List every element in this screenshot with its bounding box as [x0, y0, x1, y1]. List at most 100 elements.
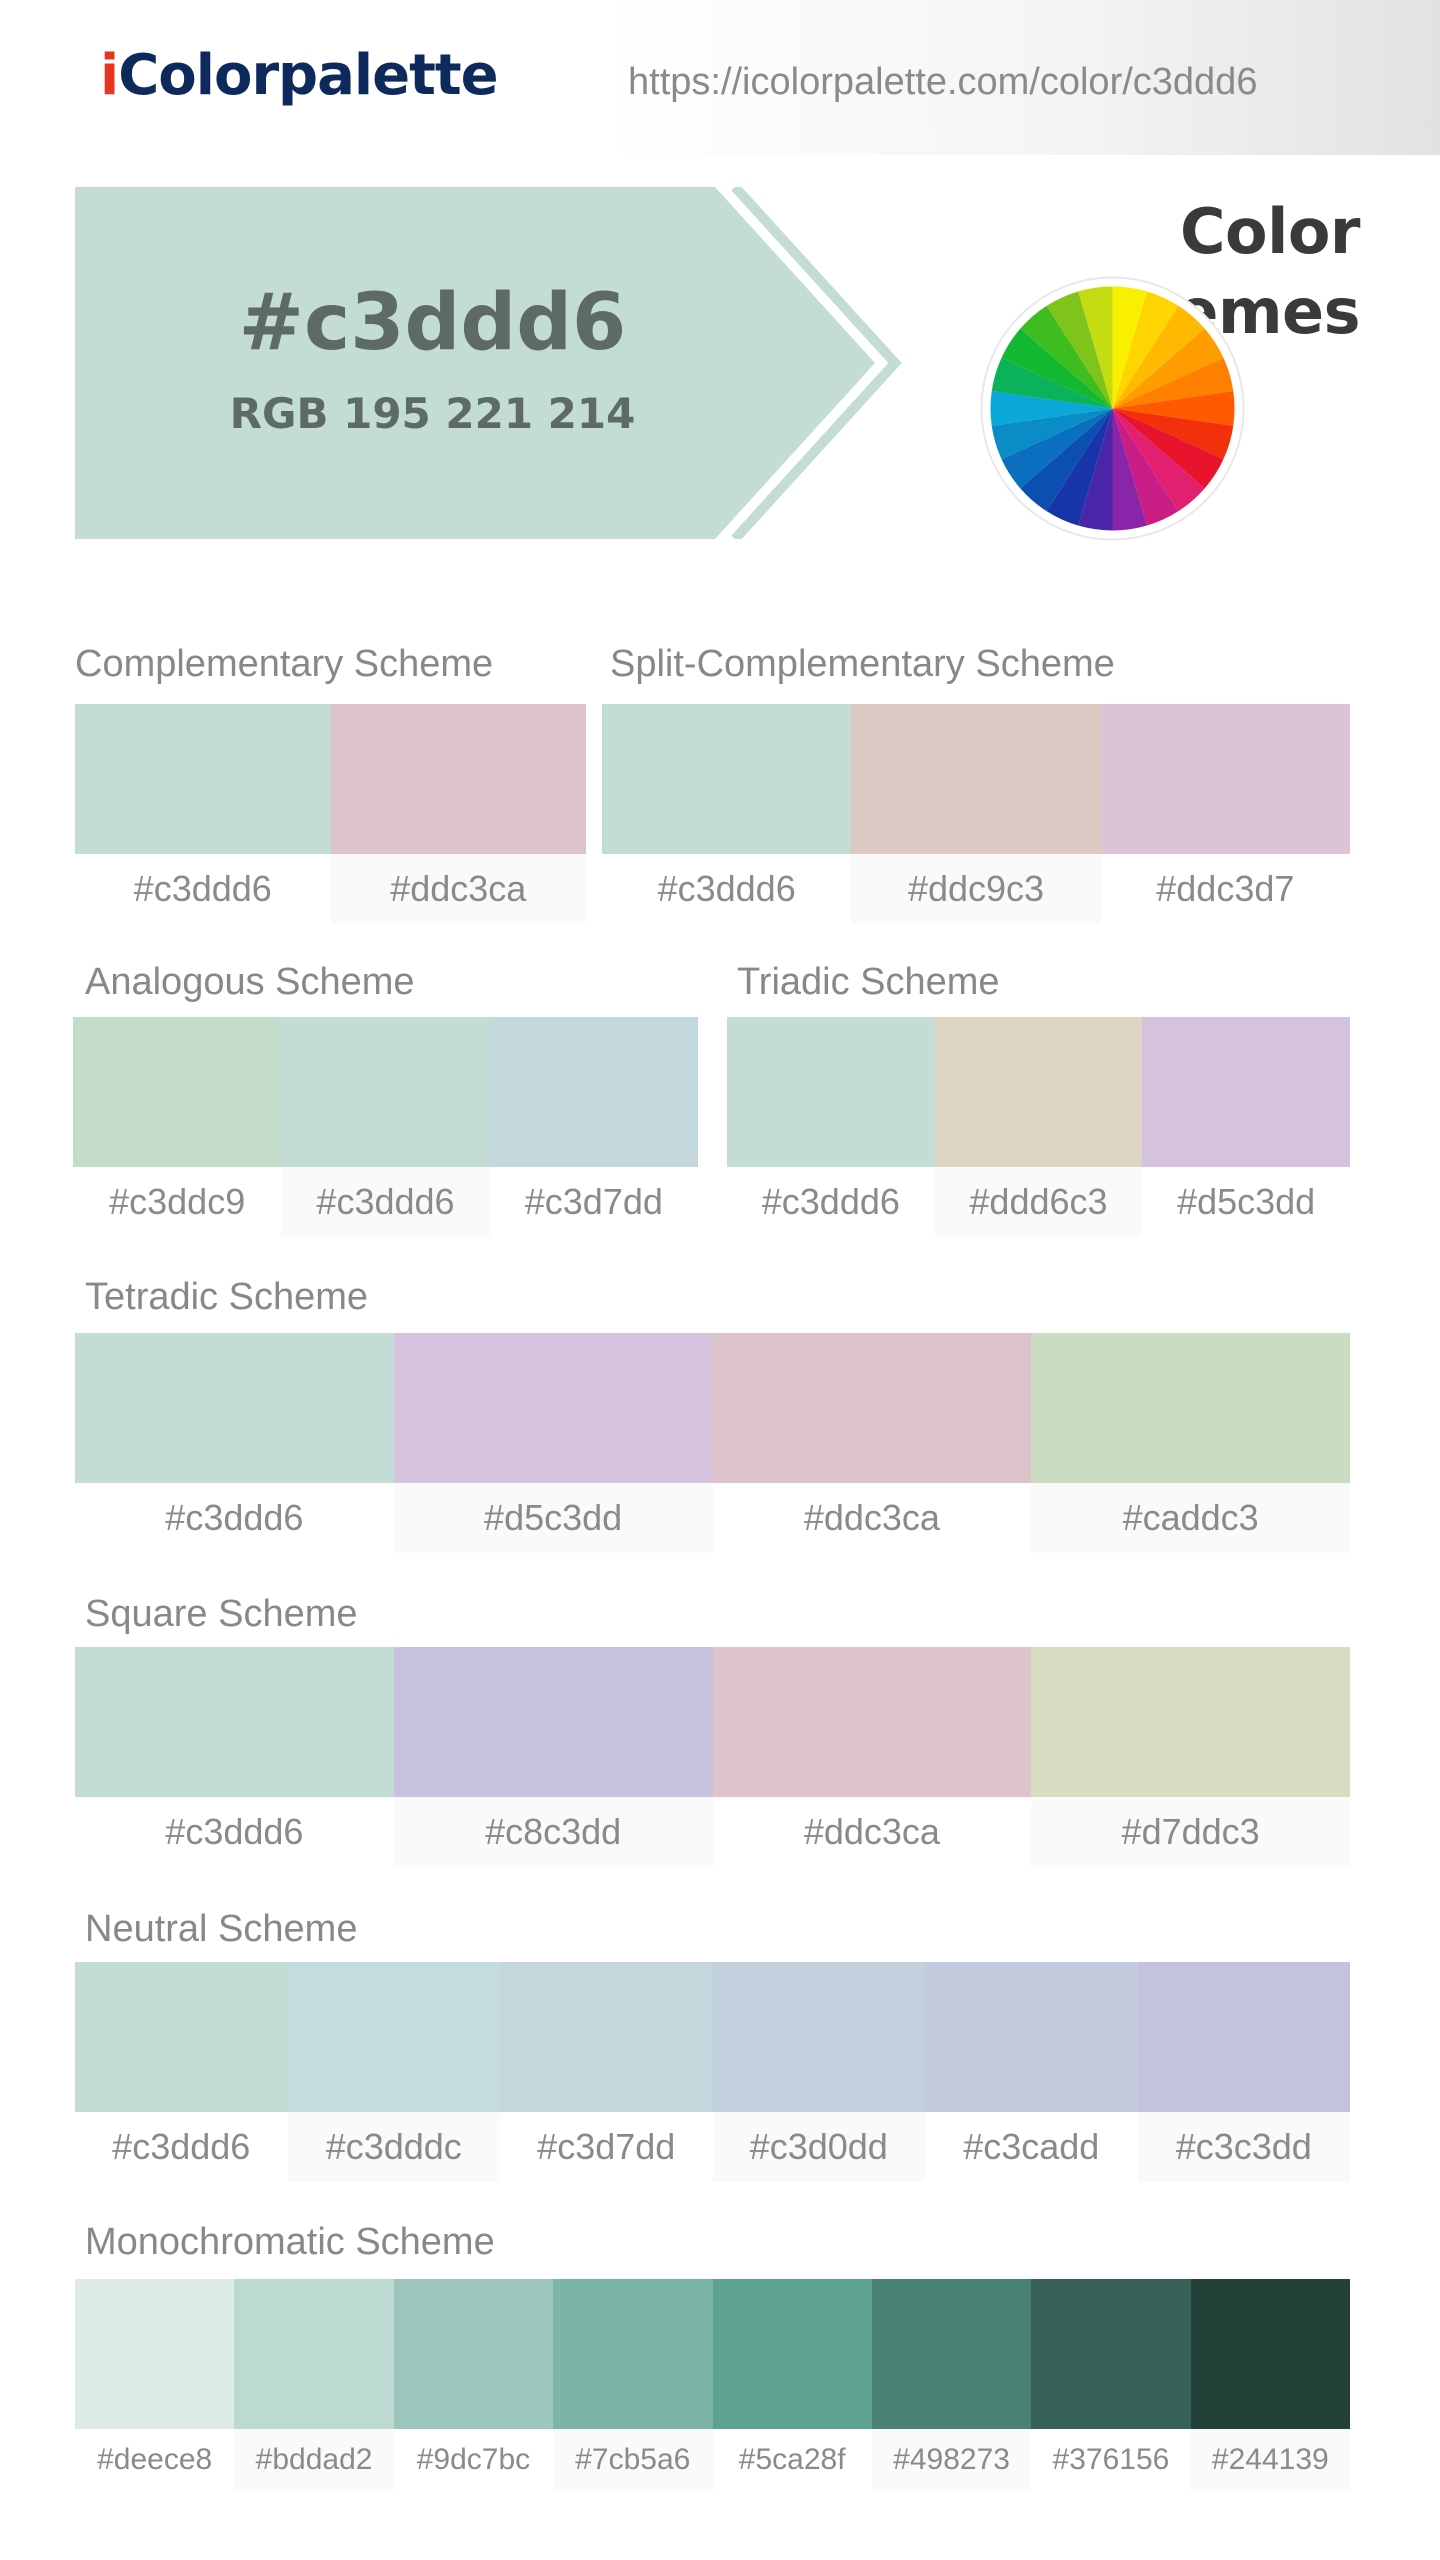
- color-swatch[interactable]: #c3ddd6: [602, 704, 852, 924]
- color-swatch[interactable]: #caddc3: [1031, 1333, 1350, 1553]
- square-scheme-swatches: #c3ddd6 #c8c3dd #ddc3ca #d7ddc3: [75, 1647, 1350, 1867]
- swatch-color-block[interactable]: [393, 1333, 713, 1483]
- color-swatch[interactable]: #c3ddd6: [281, 1017, 490, 1237]
- swatch-hex-label: #c3ddd6: [112, 2126, 251, 2167]
- swatch-hex-label: #ddc3ca: [803, 1811, 940, 1852]
- color-swatch[interactable]: #c3cadd: [925, 1962, 1138, 2182]
- swatch-hex-label: #498273: [871, 2429, 1032, 2491]
- color-swatch[interactable]: #ddc3ca: [330, 704, 586, 924]
- color-swatch[interactable]: #c3ddc9: [73, 1017, 282, 1237]
- swatch-color-block[interactable]: [934, 1017, 1143, 1167]
- swatch-hex-label: #caddc3: [1031, 1483, 1350, 1553]
- swatch-color-block[interactable]: [1031, 2279, 1191, 2429]
- swatch-color-block[interactable]: [287, 1962, 500, 2112]
- color-swatch[interactable]: #c3c3dd: [1137, 1962, 1350, 2182]
- wheel-segment: [991, 408, 1113, 460]
- color-swatch[interactable]: #244139: [1190, 2279, 1350, 2491]
- wheel-segment: [1078, 408, 1113, 531]
- color-swatch[interactable]: #c3d0dd: [712, 1962, 925, 2182]
- wheel-segment: [1001, 408, 1113, 489]
- swatch-color-block[interactable]: [75, 1962, 288, 2112]
- triadic-scheme-swatches: #c3ddd6 #ddd6c3 #d5c3dd: [727, 1017, 1350, 1237]
- swatch-hex-label: #244139: [1190, 2429, 1350, 2491]
- swatch-color-block[interactable]: [75, 2279, 235, 2429]
- logo-text: Colorpalette: [118, 43, 498, 108]
- color-swatch[interactable]: #c3ddd6: [75, 1962, 288, 2182]
- color-swatch[interactable]: #ddc3ca: [712, 1333, 1032, 1553]
- swatch-color-block[interactable]: [489, 1017, 698, 1167]
- color-swatch[interactable]: #c3ddd6: [75, 704, 331, 924]
- swatch-color-block[interactable]: [712, 2279, 872, 2429]
- arrow-banner-shape: [75, 187, 902, 539]
- swatch-color-block[interactable]: [73, 1017, 282, 1167]
- wheel-segment: [1112, 408, 1205, 512]
- wheel-segment: [1046, 408, 1113, 526]
- wheel-segment: [1112, 408, 1147, 531]
- swatch-color-block[interactable]: [393, 2279, 554, 2429]
- color-swatch[interactable]: #d7ddc3: [1031, 1647, 1350, 1867]
- swatch-hex-label: #ddc3d7: [1156, 868, 1295, 909]
- swatch-color-block[interactable]: [602, 704, 852, 854]
- swatch-color-block[interactable]: [712, 1962, 925, 2112]
- swatch-color-block[interactable]: [851, 704, 1101, 854]
- color-swatch[interactable]: #ddc9c3: [851, 704, 1101, 924]
- swatch-color-block[interactable]: [500, 1962, 713, 2112]
- swatch-color-block[interactable]: [712, 1333, 1032, 1483]
- swatch-hex-label: #deece8: [97, 2443, 213, 2476]
- swatch-color-block[interactable]: [75, 1647, 394, 1797]
- wheel-segment: [1112, 291, 1179, 409]
- swatch-hex-label: #ddc9c3: [851, 854, 1101, 924]
- swatch-color-block[interactable]: [330, 704, 586, 854]
- color-swatch[interactable]: #5ca28f: [712, 2279, 872, 2491]
- color-swatch[interactable]: #d5c3dd: [393, 1333, 713, 1553]
- swatch-hex-label: #376156: [1052, 2443, 1170, 2476]
- monochromatic-scheme-swatches: #deece8 #bddad2 #9dc7bc #7cb5a6 #5ca28f #4982…: [75, 2279, 1350, 2491]
- color-swatch[interactable]: #c3dddc: [287, 1962, 500, 2182]
- color-swatch[interactable]: #c3ddd6: [75, 1647, 394, 1867]
- swatch-color-block[interactable]: [75, 1333, 394, 1483]
- color-swatch[interactable]: #c3d7dd: [500, 1962, 713, 2182]
- swatch-hex-label: #d5c3dd: [393, 1483, 713, 1553]
- color-swatch[interactable]: #498273: [871, 2279, 1032, 2491]
- wheel-segment: [1078, 286, 1113, 409]
- wheel-segment: [1112, 305, 1205, 409]
- swatch-color-block[interactable]: [1190, 2279, 1350, 2429]
- color-swatch[interactable]: #ddc3d7: [1100, 704, 1350, 924]
- color-swatch[interactable]: #ddd6c3: [934, 1017, 1143, 1237]
- swatch-color-block[interactable]: [1031, 1647, 1350, 1797]
- swatch-color-block[interactable]: [925, 1962, 1138, 2112]
- color-swatch[interactable]: #c3d7dd: [489, 1017, 698, 1237]
- color-swatch[interactable]: #d5c3dd: [1142, 1017, 1350, 1237]
- wheel-segment: [1020, 408, 1113, 512]
- color-swatch[interactable]: #c3ddd6: [727, 1017, 935, 1237]
- swatch-color-block[interactable]: [553, 2279, 713, 2429]
- swatch-color-block[interactable]: [1137, 1962, 1350, 2112]
- color-swatch[interactable]: #c3ddd6: [75, 1333, 394, 1553]
- neutral-scheme-swatches: #c3ddd6 #c3dddc #c3d7dd #c3d0dd #c3cadd #c3c3…: [75, 1962, 1350, 2182]
- color-wheel-icon: [980, 276, 1245, 541]
- swatch-color-block[interactable]: [1100, 704, 1350, 854]
- color-swatch[interactable]: #9dc7bc: [393, 2279, 554, 2491]
- wheel-segment: [1001, 328, 1113, 409]
- swatch-color-block[interactable]: [712, 1647, 1032, 1797]
- color-swatch[interactable]: #7cb5a6: [553, 2279, 713, 2491]
- swatch-color-block[interactable]: [727, 1017, 935, 1167]
- swatch-color-block[interactable]: [1031, 1333, 1350, 1483]
- neutral-scheme-title: Neutral Scheme: [85, 1908, 358, 1950]
- color-swatch[interactable]: #bddad2: [234, 2279, 394, 2491]
- wheel-segment: [991, 357, 1113, 409]
- color-swatch[interactable]: #376156: [1031, 2279, 1191, 2491]
- color-swatch[interactable]: #ddc3ca: [712, 1647, 1032, 1867]
- swatch-color-block[interactable]: [393, 1647, 713, 1797]
- site-logo[interactable]: iColorpalette: [100, 40, 499, 112]
- swatch-color-block[interactable]: [75, 704, 331, 854]
- swatch-color-block[interactable]: [871, 2279, 1032, 2429]
- color-swatch[interactable]: #c8c3dd: [393, 1647, 713, 1867]
- logo-prefix: i: [100, 43, 119, 108]
- swatch-color-block[interactable]: [1142, 1017, 1350, 1167]
- color-swatch[interactable]: #deece8: [75, 2279, 235, 2491]
- swatch-color-block[interactable]: [234, 2279, 394, 2429]
- swatch-color-block[interactable]: [281, 1017, 490, 1167]
- swatch-hex-label: #bddad2: [234, 2429, 394, 2491]
- page-url[interactable]: https://icolorpalette.com/color/c3ddd6: [628, 61, 1258, 103]
